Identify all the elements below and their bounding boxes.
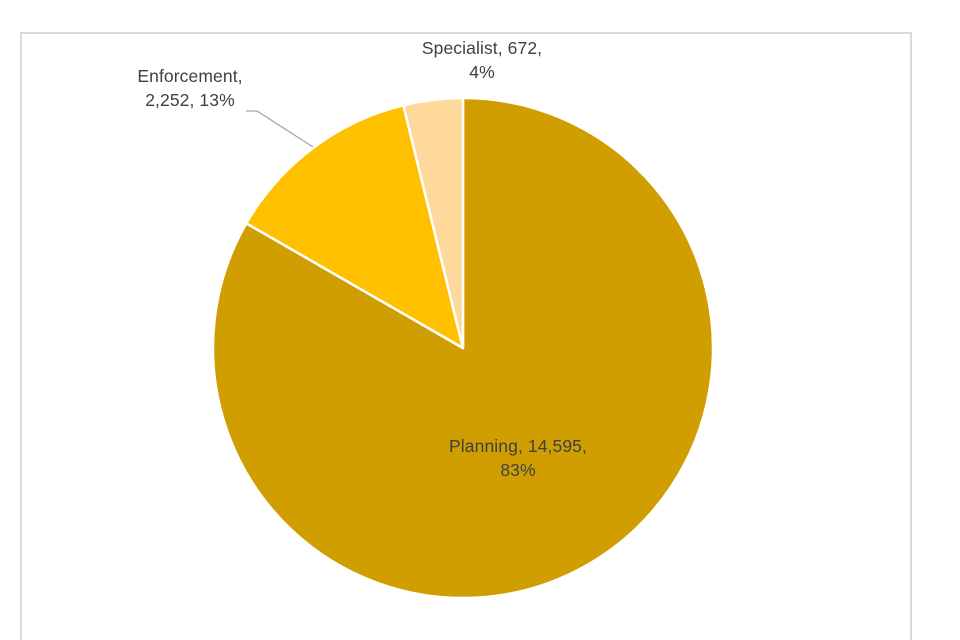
data-label-specialist-line1: Specialist, 672, bbox=[421, 38, 543, 58]
data-label-planning-line1: Planning, 14,595, bbox=[449, 436, 587, 456]
data-label-enforcement-line2: 2,252, 13% bbox=[145, 90, 235, 110]
data-label-enforcement: Enforcement, 2,252, 13% bbox=[85, 64, 295, 112]
data-label-enforcement-line1: Enforcement, bbox=[137, 66, 243, 86]
leader-line-enforcement bbox=[246, 110, 314, 148]
pie-slice-enforcement bbox=[245, 103, 465, 350]
data-label-specialist-line2: 4% bbox=[469, 62, 495, 82]
data-label-planning-line2: 83% bbox=[500, 460, 536, 480]
pie-slice-specialist bbox=[402, 96, 465, 350]
data-label-specialist: Specialist, 672, 4% bbox=[362, 36, 602, 84]
data-label-planning: Planning, 14,595, 83% bbox=[398, 434, 638, 482]
